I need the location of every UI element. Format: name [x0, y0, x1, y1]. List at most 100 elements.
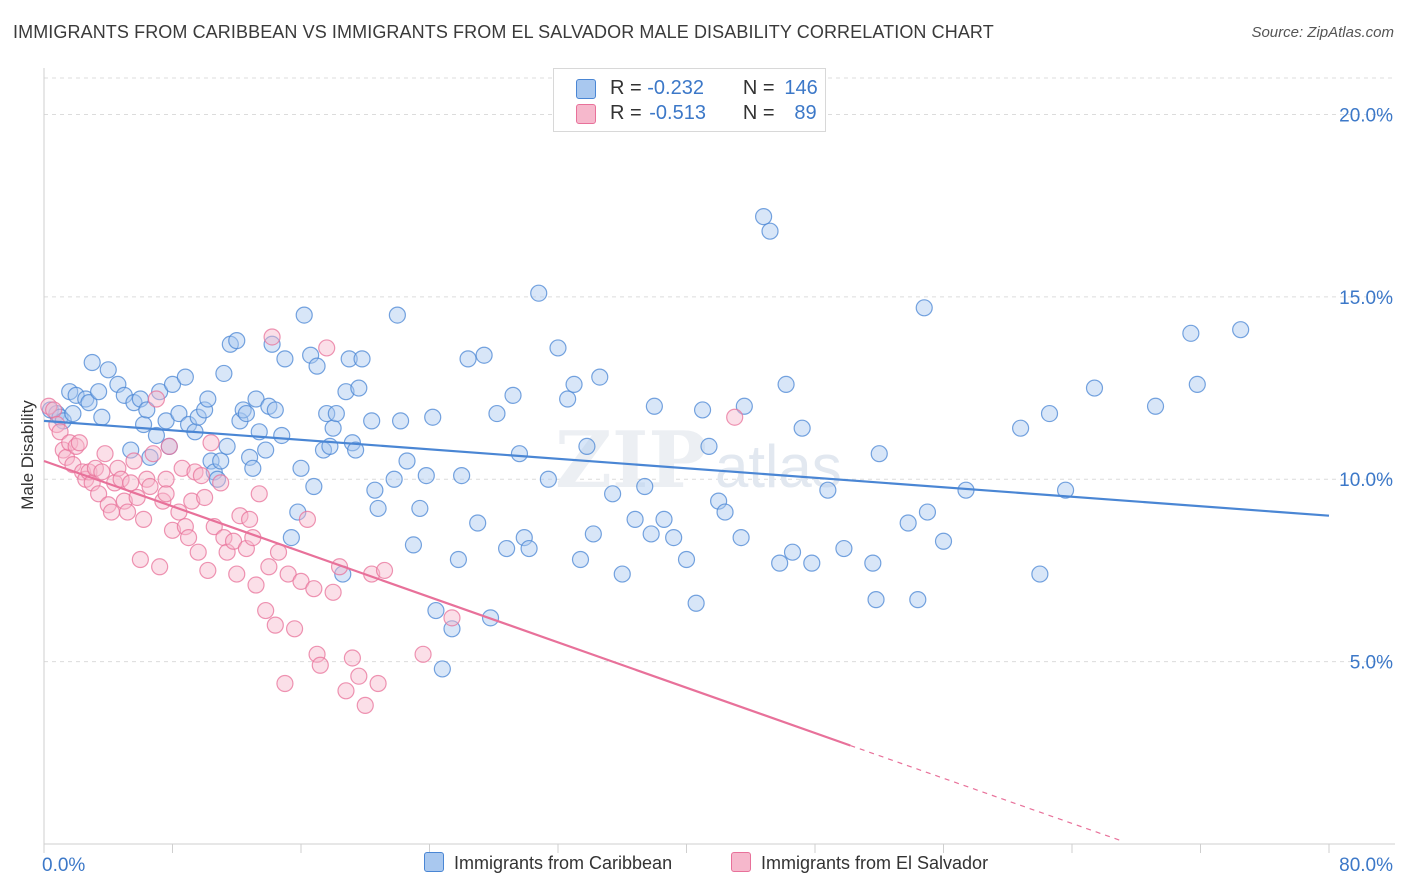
el-salvador-swatch — [576, 104, 596, 124]
y-tick-label: 10.0% — [1339, 470, 1393, 491]
data-point — [783, 543, 802, 561]
data-point — [353, 350, 371, 368]
data-point — [237, 539, 255, 558]
data-point — [626, 510, 644, 528]
data-point — [433, 660, 451, 678]
data-point — [247, 390, 265, 408]
data-point — [263, 328, 281, 346]
data-point — [700, 437, 718, 456]
data-point — [318, 404, 336, 423]
data-point — [170, 404, 188, 423]
data-point — [385, 470, 403, 488]
data-point — [761, 222, 779, 240]
data-point — [196, 488, 214, 507]
data-point — [443, 609, 461, 627]
data-point — [311, 656, 329, 674]
data-point — [305, 580, 323, 598]
data-point — [102, 503, 121, 521]
data-point — [918, 503, 937, 521]
data-point — [231, 507, 249, 525]
data-point — [504, 386, 522, 404]
y-tick-label: 5.0% — [1350, 653, 1393, 674]
data-point — [295, 306, 313, 324]
data-point — [228, 332, 246, 350]
data-point — [453, 466, 471, 485]
data-point — [375, 561, 394, 580]
data-point — [302, 346, 320, 364]
data-point — [176, 518, 194, 536]
data-point — [710, 492, 728, 510]
data-point — [138, 401, 156, 419]
data-point — [218, 543, 236, 561]
data-point — [250, 485, 268, 503]
data-point — [391, 412, 410, 430]
data-point — [591, 368, 609, 386]
data-point — [645, 397, 663, 415]
data-point — [343, 649, 361, 667]
data-point — [144, 445, 162, 463]
data-point — [584, 525, 602, 543]
data-point — [539, 470, 557, 488]
data-point — [411, 499, 429, 518]
n-label: N = — [742, 77, 775, 99]
data-point — [803, 554, 821, 572]
data-point — [369, 674, 387, 693]
data-point — [424, 408, 442, 426]
data-point — [404, 536, 423, 554]
data-point — [677, 550, 696, 569]
data-point — [449, 550, 468, 569]
data-point — [1056, 481, 1075, 499]
data-point — [147, 426, 166, 445]
data-point — [934, 532, 953, 550]
trend-line-extension-el-salvador — [850, 744, 1121, 841]
r-label: R = — [610, 77, 642, 99]
data-point — [414, 645, 432, 663]
data-point — [257, 441, 275, 459]
data-point — [160, 437, 178, 456]
data-point — [318, 339, 336, 357]
data-point — [665, 528, 683, 547]
data-point — [151, 558, 169, 576]
x-tick-label-max: 80.0% — [1339, 855, 1393, 876]
data-point — [308, 357, 326, 375]
data-point — [202, 452, 220, 470]
data-point — [488, 404, 506, 423]
data-point — [510, 445, 529, 463]
data-point — [45, 401, 63, 419]
data-point — [147, 390, 166, 408]
data-point — [70, 434, 88, 452]
caribbean-legend-swatch — [424, 852, 444, 872]
data-point — [292, 459, 310, 477]
data-point — [1085, 379, 1104, 397]
data-point — [515, 528, 533, 547]
data-point — [613, 565, 631, 583]
data-point — [915, 299, 933, 317]
data-point — [735, 397, 753, 415]
data-point — [726, 408, 744, 426]
bottom-legend-el-salvador: Immigrants from El Salvador — [731, 852, 988, 876]
watermark-atlas: atlas — [715, 433, 842, 500]
data-point — [549, 339, 567, 357]
data-point — [864, 554, 882, 572]
data-point — [655, 510, 673, 528]
data-point — [134, 510, 153, 528]
caribbean-swatch — [576, 79, 596, 99]
data-point — [350, 379, 368, 397]
data-point — [469, 514, 487, 532]
data-point — [819, 481, 837, 499]
data-point — [266, 616, 284, 634]
data-point — [867, 591, 885, 609]
data-point — [228, 565, 246, 583]
y-tick-label: 20.0% — [1339, 105, 1393, 126]
data-point — [202, 434, 220, 452]
data-point — [1146, 397, 1165, 415]
data-point — [530, 284, 548, 302]
data-point — [173, 459, 191, 477]
data-point — [241, 510, 259, 528]
n-value-caribbean: 146 — [784, 77, 818, 99]
data-point — [1011, 419, 1030, 437]
data-point — [298, 510, 317, 528]
data-point — [263, 335, 281, 353]
data-point — [366, 481, 384, 499]
data-point — [475, 346, 493, 364]
